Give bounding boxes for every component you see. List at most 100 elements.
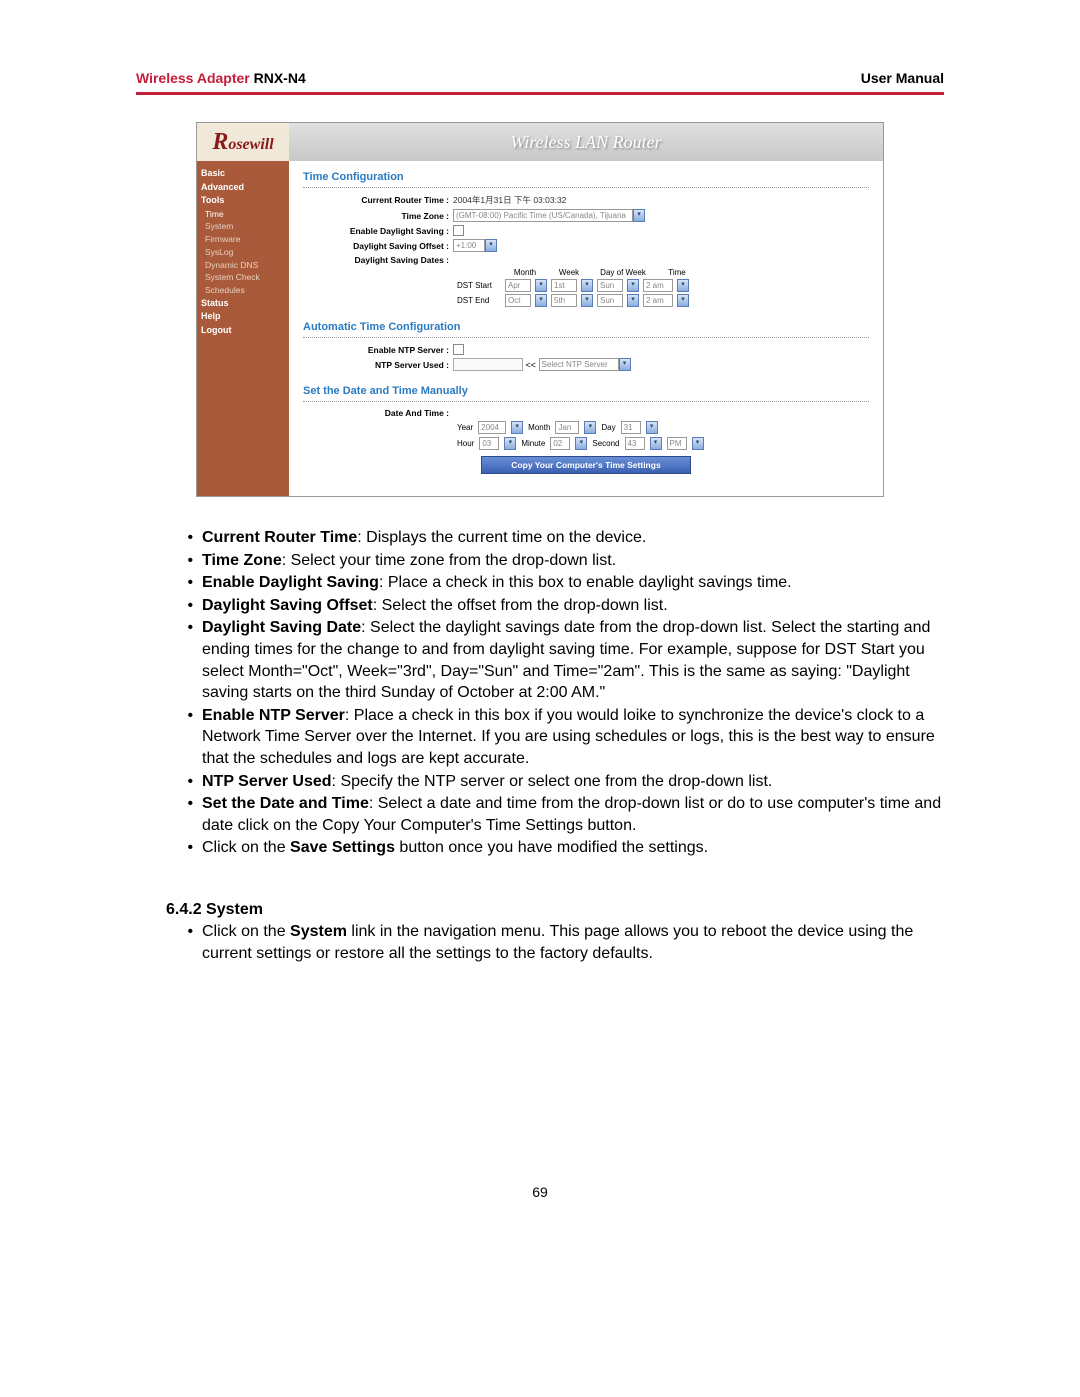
page-number: 69 bbox=[136, 1184, 944, 1200]
sep bbox=[303, 337, 869, 338]
lbl-dso: Daylight Saving Offset : bbox=[303, 241, 453, 251]
bullet-list-2: Click on the System link in the navigati… bbox=[136, 921, 944, 964]
chevron-down-icon[interactable]: ▾ bbox=[619, 358, 631, 371]
sel-day[interactable]: 31 bbox=[621, 421, 641, 434]
copy-time-button[interactable]: Copy Your Computer's Time Settings bbox=[481, 456, 691, 474]
hdr-wireless-adapter: Wireless Adapter bbox=[136, 70, 250, 86]
logo-box: Rosewill bbox=[197, 123, 289, 161]
dst-start-lbl: DST Start bbox=[457, 281, 501, 290]
sel-dst-e-w[interactable]: 5th bbox=[551, 294, 577, 307]
router-screenshot: Rosewill Wireless LAN Router Basic Advan… bbox=[196, 122, 884, 497]
sep bbox=[303, 401, 869, 402]
sidebar: Basic Advanced Tools Time System Firmwar… bbox=[197, 161, 289, 496]
nav-firmware[interactable]: Firmware bbox=[201, 233, 285, 246]
sel-ntp-server[interactable]: Select NTP Server bbox=[539, 358, 619, 371]
lbl-day: Day bbox=[601, 423, 615, 432]
lbl-dsd: Daylight Saving Dates : bbox=[303, 255, 453, 265]
dst-h-time: Time bbox=[657, 268, 697, 277]
chevron-down-icon[interactable]: ▾ bbox=[692, 437, 704, 450]
chevron-down-icon[interactable]: ▾ bbox=[646, 421, 658, 434]
sel-dst-e-t[interactable]: 2 am bbox=[643, 294, 673, 307]
chevron-down-icon[interactable]: ▾ bbox=[677, 294, 689, 307]
chk-ntp[interactable] bbox=[453, 344, 464, 355]
lbl-ntp-arrow: << bbox=[526, 360, 537, 370]
chevron-down-icon[interactable]: ▾ bbox=[504, 437, 516, 450]
sel-year[interactable]: 2004 bbox=[478, 421, 506, 434]
lbl-ntpu: NTP Server Used : bbox=[303, 360, 453, 370]
list-item: Enable NTP Server: Place a check in this… bbox=[202, 705, 944, 770]
doc-header: Wireless Adapter RNX-N4 User Manual bbox=[136, 70, 944, 95]
sel-dst-e-m[interactable]: Oct bbox=[505, 294, 531, 307]
bullet-list-1: Current Router Time: Displays the curren… bbox=[136, 527, 944, 859]
router-title: Wireless LAN Router bbox=[289, 132, 883, 153]
nav-schedules[interactable]: Schedules bbox=[201, 284, 285, 297]
sel-timezone[interactable]: (GMT-08:00) Pacific Time (US/Canada), Ti… bbox=[453, 209, 633, 222]
sec-auto-time: Automatic Time Configuration bbox=[303, 321, 869, 333]
chevron-down-icon[interactable]: ▾ bbox=[535, 294, 547, 307]
nav-status[interactable]: Status bbox=[201, 297, 285, 311]
dst-h-week: Week bbox=[549, 268, 589, 277]
lbl-eds: Enable Daylight Saving : bbox=[303, 226, 453, 236]
nav-ddns[interactable]: Dynamic DNS bbox=[201, 259, 285, 272]
nav-time[interactable]: Time bbox=[201, 208, 285, 221]
list-item: Set the Date and Time: Select a date and… bbox=[202, 793, 944, 836]
chevron-down-icon[interactable]: ▾ bbox=[584, 421, 596, 434]
list-item: Daylight Saving Date: Select the dayligh… bbox=[202, 617, 944, 703]
val-current-time: 2004年1月31日 下午 03:03:32 bbox=[453, 194, 566, 206]
nav-basic[interactable]: Basic bbox=[201, 167, 285, 181]
list-item: Daylight Saving Offset: Select the offse… bbox=[202, 595, 944, 617]
lbl-datetime: Date And Time : bbox=[303, 408, 453, 418]
chevron-down-icon[interactable]: ▾ bbox=[535, 279, 547, 292]
chevron-down-icon[interactable]: ▾ bbox=[511, 421, 523, 434]
sel-sec[interactable]: 43 bbox=[625, 437, 645, 450]
chevron-down-icon[interactable]: ▾ bbox=[650, 437, 662, 450]
list-item: Enable Daylight Saving: Place a check in… bbox=[202, 572, 944, 594]
nav-advanced[interactable]: Advanced bbox=[201, 181, 285, 195]
list-item: Click on the Save Settings button once y… bbox=[202, 837, 944, 859]
logo-text: Rosewill bbox=[212, 129, 273, 156]
nav-syscheck[interactable]: System Check bbox=[201, 271, 285, 284]
nav-tools[interactable]: Tools bbox=[201, 194, 285, 208]
nav-syslog[interactable]: SysLog bbox=[201, 246, 285, 259]
nav-system[interactable]: System bbox=[201, 220, 285, 233]
sel-ampm[interactable]: PM bbox=[667, 437, 687, 450]
chevron-down-icon[interactable]: ▾ bbox=[627, 294, 639, 307]
lbl-hour: Hour bbox=[457, 439, 474, 448]
sel-hour[interactable]: 03 bbox=[479, 437, 499, 450]
dst-h-month: Month bbox=[505, 268, 545, 277]
lbl-sec: Second bbox=[592, 439, 619, 448]
sel-dst-s-t[interactable]: 2 am bbox=[643, 279, 673, 292]
sel-dst-s-d[interactable]: Sun bbox=[597, 279, 623, 292]
nav-logout[interactable]: Logout bbox=[201, 324, 285, 338]
chk-daylight[interactable] bbox=[453, 225, 464, 236]
lbl-ntp: Enable NTP Server : bbox=[303, 345, 453, 355]
chevron-down-icon[interactable]: ▾ bbox=[633, 209, 645, 222]
sel-min[interactable]: 02 bbox=[550, 437, 570, 450]
hdr-user-manual: User Manual bbox=[861, 70, 944, 86]
list-item: Click on the System link in the navigati… bbox=[202, 921, 944, 964]
sel-dso[interactable]: +1:00 bbox=[453, 239, 485, 252]
sel-dst-s-w[interactable]: 1st bbox=[551, 279, 577, 292]
chevron-down-icon[interactable]: ▾ bbox=[581, 279, 593, 292]
chevron-down-icon[interactable]: ▾ bbox=[485, 239, 497, 252]
chevron-down-icon[interactable]: ▾ bbox=[575, 437, 587, 450]
sel-dst-e-d[interactable]: Sun bbox=[597, 294, 623, 307]
list-item: NTP Server Used: Specify the NTP server … bbox=[202, 771, 944, 793]
txt-ntp-server[interactable] bbox=[453, 358, 523, 371]
nav-help[interactable]: Help bbox=[201, 310, 285, 324]
lbl-month: Month bbox=[528, 423, 550, 432]
heading-642: 6.4.2 System bbox=[166, 901, 944, 919]
lbl-tz: Time Zone : bbox=[303, 211, 453, 221]
chevron-down-icon[interactable]: ▾ bbox=[581, 294, 593, 307]
chevron-down-icon[interactable]: ▾ bbox=[627, 279, 639, 292]
dst-h-dow: Day of Week bbox=[593, 268, 653, 277]
list-item: Time Zone: Select your time zone from th… bbox=[202, 550, 944, 572]
sep bbox=[303, 187, 869, 188]
chevron-down-icon[interactable]: ▾ bbox=[677, 279, 689, 292]
sel-month[interactable]: Jan bbox=[555, 421, 579, 434]
sec-time-config: Time Configuration bbox=[303, 171, 869, 183]
lbl-year: Year bbox=[457, 423, 473, 432]
lbl-current-time: Current Router Time : bbox=[303, 195, 453, 205]
sel-dst-s-m[interactable]: Apr bbox=[505, 279, 531, 292]
hdr-model: RNX-N4 bbox=[250, 70, 306, 86]
